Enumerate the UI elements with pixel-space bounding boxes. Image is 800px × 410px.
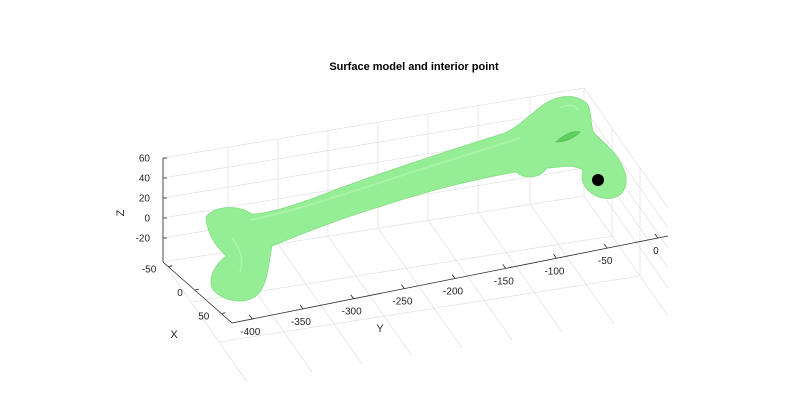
y-tick-label: 0 xyxy=(653,246,659,257)
grid-line xyxy=(277,243,363,365)
surface-notch xyxy=(555,131,581,143)
z-tick-label: 20 xyxy=(139,194,151,205)
y-tick-mark xyxy=(401,284,405,289)
x-axis-line xyxy=(162,261,233,324)
y-tick-mark xyxy=(299,304,304,310)
y-axis-line xyxy=(231,235,669,324)
y-tick-label: -350 xyxy=(291,317,311,328)
interior-point-marker xyxy=(592,174,604,186)
y-tick-mark xyxy=(451,274,456,279)
grid-line xyxy=(377,227,463,349)
z-tick-label: -20 xyxy=(136,234,151,245)
grid-line xyxy=(583,87,669,209)
y-axis-label: Y xyxy=(376,323,384,335)
x-tick-label: -50 xyxy=(142,265,157,276)
grid-line xyxy=(427,219,513,341)
surface-highlight xyxy=(231,237,243,273)
grid-line xyxy=(327,235,413,357)
y-axis-ticks: -400 -350 -300 -250 -200 -150 -100 -50 0 xyxy=(240,233,659,338)
y-tick-label: -100 xyxy=(544,266,564,277)
x-tick-mark xyxy=(194,288,199,291)
y-tick-mark xyxy=(654,233,659,239)
x-axis-label: X xyxy=(170,329,178,341)
grid-line xyxy=(477,211,563,333)
y-tick-mark xyxy=(350,294,354,299)
x-tick-label: 0 xyxy=(177,288,183,299)
x-tick-mark xyxy=(221,312,226,315)
grid-line xyxy=(529,203,615,325)
y-tick-label: -150 xyxy=(494,276,514,287)
z-axis-ticks: 60 40 20 0 -20 xyxy=(136,154,167,245)
z-axis-label: Z xyxy=(115,209,127,216)
grid-line xyxy=(162,261,248,383)
grid-line xyxy=(162,107,585,179)
grid-line xyxy=(583,195,669,317)
grid-line xyxy=(583,107,669,229)
femur-surface xyxy=(205,96,627,302)
y-tick-mark xyxy=(603,243,608,249)
chart-title: Surface model and interior point xyxy=(329,61,499,73)
grid-line xyxy=(162,87,585,159)
surface-highlight xyxy=(249,137,521,221)
y-tick-mark xyxy=(502,264,507,269)
x-tick-label: 50 xyxy=(198,312,210,323)
z-tick-label: 0 xyxy=(144,214,150,225)
surface-model xyxy=(205,96,627,302)
y-tick-label: -200 xyxy=(443,286,463,297)
grid-line xyxy=(218,275,641,343)
y-tick-label: -300 xyxy=(342,307,362,318)
y-tick-label: -400 xyxy=(240,327,260,338)
z-tick-label: 40 xyxy=(139,174,151,185)
y-tick-mark xyxy=(248,314,253,320)
y-tick-mark xyxy=(553,254,557,259)
surface-highlight xyxy=(559,104,579,111)
y-tick-label: -250 xyxy=(392,297,412,308)
x-tick-mark xyxy=(168,265,173,268)
x-axis-ticks: -50 0 50 xyxy=(142,265,226,323)
z-tick-label: 60 xyxy=(139,154,151,165)
grid-line xyxy=(190,235,613,303)
y-tick-label: -50 xyxy=(598,256,613,267)
axes-lines xyxy=(162,158,669,324)
